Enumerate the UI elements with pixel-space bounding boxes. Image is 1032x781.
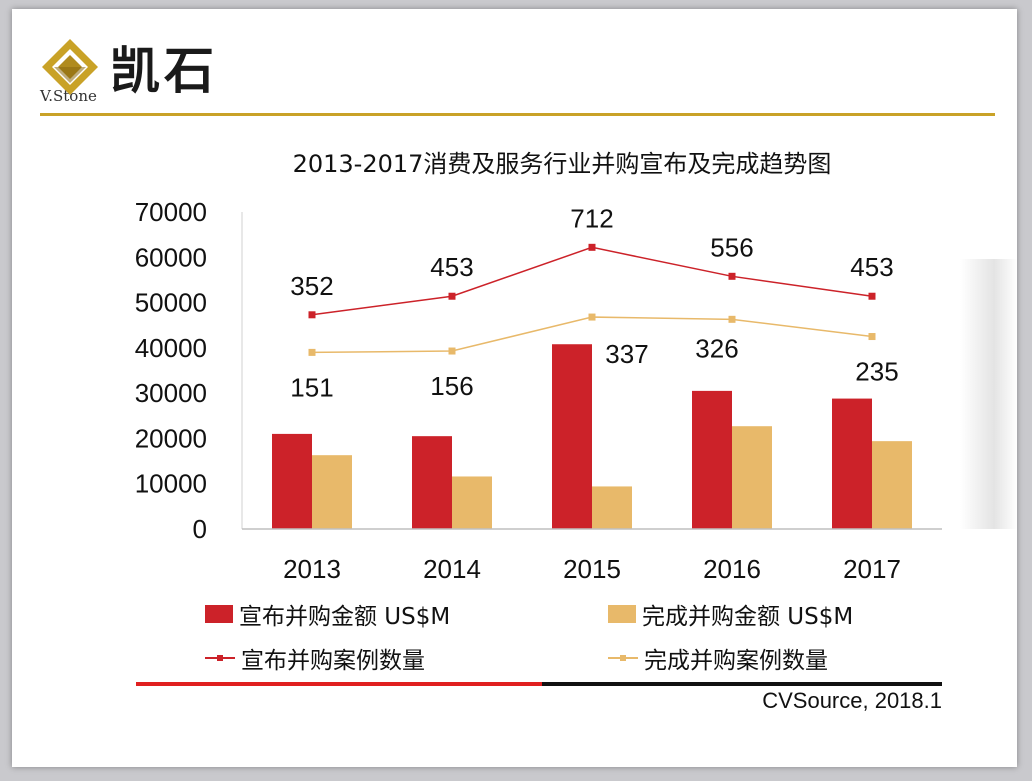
slide: 凯石 V.Stone 2013-2017消费及服务行业并购宣布及完成趋势图 0 1… [12, 9, 1017, 767]
data-label: 556 [710, 232, 753, 262]
bar-announced-2014 [412, 436, 452, 529]
x-tick-label: 2017 [843, 554, 901, 584]
legend-completed-amount: 完成并购金额 US$M [608, 597, 853, 631]
y-tick-label: 0 [193, 514, 207, 544]
legend-line-red [205, 649, 235, 667]
data-label: 453 [430, 252, 473, 282]
x-axis: 2013 2014 2015 2016 2017 [242, 528, 942, 584]
header-divider [40, 113, 995, 116]
line-marker [448, 347, 456, 355]
source-note: CVSource, 2018.1 [762, 688, 942, 713]
bar-announced-2013 [272, 433, 312, 529]
legend-completed-count: 完成并购案例数量 [608, 641, 828, 675]
bar-completed-2014 [452, 476, 492, 529]
legend-announced-count: 宣布并购案例数量 [205, 641, 425, 675]
y-axis: 0 10000 20000 30000 40000 50000 60000 70000 [135, 197, 243, 544]
bar-completed-2016 [732, 426, 772, 529]
data-label: 151 [290, 372, 333, 402]
bar-completed-2017 [872, 441, 912, 529]
line-marker [308, 311, 316, 319]
vstone-logo-icon [42, 39, 98, 95]
line-announced-count [311, 246, 873, 316]
line-marker [728, 315, 736, 323]
line-marker [868, 292, 876, 300]
x-tick-label: 2014 [423, 554, 481, 584]
brand-name-cn: 凯石 [110, 41, 218, 100]
line-marker [308, 348, 316, 356]
y-tick-label: 50000 [135, 288, 207, 318]
y-tick-label: 70000 [135, 197, 207, 227]
data-label: 326 [695, 333, 738, 363]
bar-completed-2015 [592, 486, 632, 529]
y-tick-label: 10000 [135, 469, 207, 499]
chart: 2013-2017消费及服务行业并购宣布及完成趋势图 0 10000 20000 30… [135, 150, 942, 584]
y-tick-label: 30000 [135, 378, 207, 408]
brand-name-en: V.Stone [40, 87, 97, 105]
data-label: 352 [290, 271, 333, 301]
y-tick-label: 60000 [135, 242, 207, 272]
line-marker [588, 243, 596, 251]
legend-announced-amount: 宣布并购金额 US$M [205, 597, 450, 631]
data-label: 156 [430, 371, 473, 401]
x-tick-label: 2013 [283, 554, 341, 584]
bar-announced-2016 [692, 390, 732, 529]
bars [272, 344, 912, 529]
legend-label: 完成并购案例数量 [644, 648, 828, 674]
edge-shadow [960, 259, 1017, 529]
legend-swatch-gold [608, 605, 636, 623]
lines: 352 453 712 556 453 151 156 337 326 235 [290, 203, 898, 402]
footer-rule-red [136, 682, 542, 686]
chart-title: 2013-2017消费及服务行业并购宣布及完成趋势图 [293, 150, 832, 178]
y-tick-label: 20000 [135, 423, 207, 453]
legend-label: 完成并购金额 US$M [642, 604, 854, 630]
legend-label: 宣布并购金额 US$M [239, 604, 451, 630]
data-label: 453 [850, 252, 893, 282]
data-label: 337 [605, 339, 648, 369]
bar-announced-2017 [832, 398, 872, 529]
data-label: 712 [570, 203, 613, 233]
bar-announced-2015 [552, 344, 592, 529]
line-marker [868, 333, 876, 341]
legend-line-gold [608, 649, 638, 667]
data-label: 235 [855, 357, 898, 387]
legend-label: 宣布并购案例数量 [241, 648, 425, 674]
y-tick-label: 40000 [135, 333, 207, 363]
legend-swatch-red [205, 605, 233, 623]
x-tick-label: 2015 [563, 554, 621, 584]
bar-completed-2013 [312, 455, 352, 529]
line-marker [448, 292, 456, 300]
line-marker [588, 313, 596, 321]
footer-rule-black [542, 682, 942, 686]
line-marker [728, 272, 736, 280]
x-tick-label: 2016 [703, 554, 761, 584]
